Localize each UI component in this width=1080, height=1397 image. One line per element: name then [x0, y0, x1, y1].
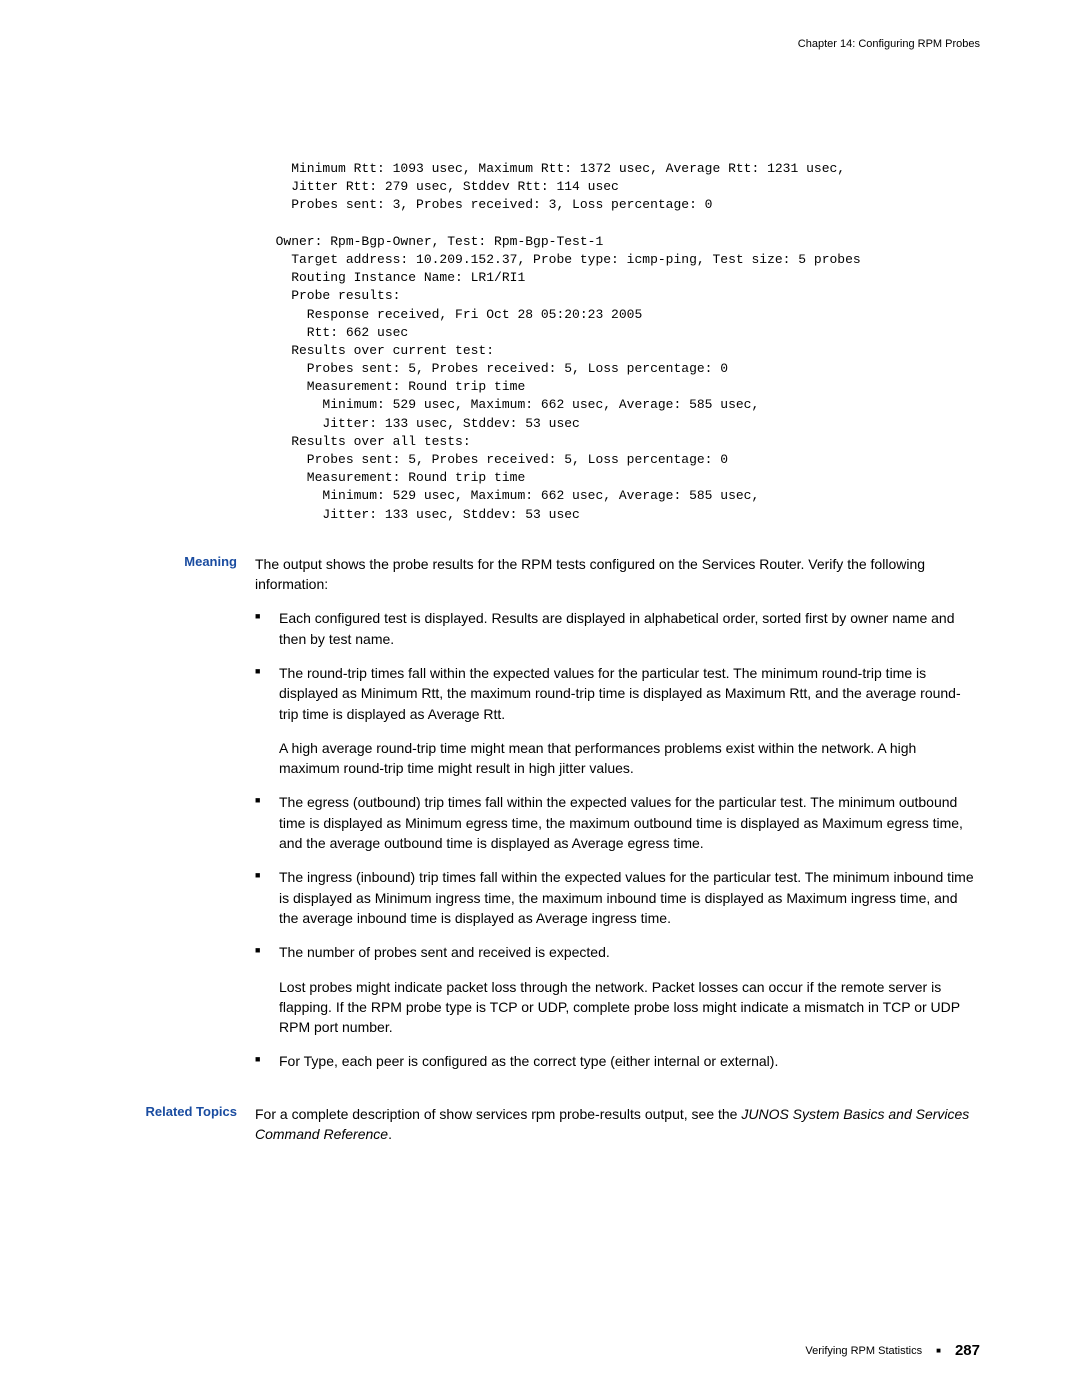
term: Maximum egress time — [822, 815, 959, 831]
bullet-text: . — [667, 910, 671, 926]
bullet-text: Each configured test is displayed. Resul… — [279, 610, 955, 646]
bullet-subpara: A high average round-trip time might mea… — [279, 738, 980, 779]
bullet-text: , the maximum inbound time is displayed … — [511, 890, 786, 906]
related-text: For a complete description of — [255, 1106, 439, 1122]
command-name: show services rpm probe-results — [439, 1106, 641, 1122]
term: Average ingress time — [536, 910, 667, 926]
bullet-text: , the maximum outbound time is displayed… — [538, 815, 822, 831]
code-output: Minimum Rtt: 1093 usec, Maximum Rtt: 137… — [260, 160, 980, 524]
bullet-text: For — [279, 1053, 304, 1069]
meaning-label: Meaning — [100, 554, 255, 1086]
meaning-intro: The output shows the probe results for t… — [255, 554, 980, 595]
related-topics-section: Related Topics For a complete descriptio… — [100, 1104, 980, 1145]
bullet-item: The round-trip times fall within the exp… — [255, 663, 980, 778]
term: Maximum Rtt — [725, 685, 807, 701]
footer-separator-icon: ■ — [936, 1346, 941, 1355]
meaning-section: Meaning The output shows the probe resul… — [100, 554, 980, 1086]
page-footer: Verifying RPM Statistics ■ 287 — [805, 1342, 980, 1359]
bullet-text: The number of probes sent and received i… — [279, 944, 610, 960]
term: Minimum Rtt — [361, 685, 440, 701]
bullet-item: The egress (outbound) trip times fall wi… — [255, 792, 980, 853]
bullet-item: For Type, each peer is configured as the… — [255, 1051, 980, 1071]
related-text: output, see the — [641, 1106, 741, 1122]
bullet-text: . — [700, 835, 704, 851]
related-text: . — [388, 1126, 392, 1142]
term: Average Rtt — [428, 706, 502, 722]
meaning-bullet-list: Each configured test is displayed. Resul… — [255, 608, 980, 1071]
page-number: 287 — [955, 1342, 980, 1359]
term: Type — [304, 1053, 334, 1069]
footer-text: Verifying RPM Statistics — [805, 1345, 922, 1357]
term: Minimum ingress time — [375, 890, 511, 906]
bullet-item: The number of probes sent and received i… — [255, 942, 980, 1037]
chapter-header: Chapter 14: Configuring RPM Probes — [100, 38, 980, 50]
bullet-text: , each peer is configured as the correct… — [334, 1053, 778, 1069]
term: Minimum egress time — [405, 815, 538, 831]
bullet-item: Each configured test is displayed. Resul… — [255, 608, 980, 649]
term: Average egress time — [572, 835, 700, 851]
related-topics-label: Related Topics — [100, 1104, 255, 1145]
term: Maximum ingress time — [786, 890, 926, 906]
bullet-text: , the maximum round-trip time is display… — [439, 685, 725, 701]
bullet-item: The ingress (inbound) trip times fall wi… — [255, 867, 980, 928]
bullet-subpara: Lost probes might indicate packet loss t… — [279, 977, 980, 1038]
related-topics-content: For a complete description of show servi… — [255, 1104, 980, 1145]
meaning-content: The output shows the probe results for t… — [255, 554, 980, 1086]
bullet-text: . — [501, 706, 505, 722]
